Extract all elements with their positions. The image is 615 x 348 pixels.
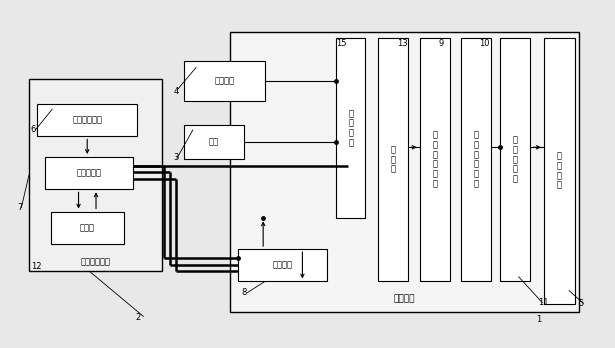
Text: 电源管理单元: 电源管理单元 [81,257,110,266]
Text: 无
线
接
收
模
块: 无 线 接 收 模 块 [473,131,478,188]
Text: 感光装置: 感光装置 [215,77,235,86]
Text: 主控制器: 主控制器 [273,261,293,270]
Bar [544,38,575,303]
Bar [29,79,162,271]
Text: 13: 13 [397,39,407,48]
Text: 11: 11 [538,298,548,307]
Bar [38,104,137,136]
Text: 控制单元: 控制单元 [394,294,415,303]
Text: 照
明
控
制
器: 照 明 控 制 器 [513,136,518,183]
Text: 1: 1 [536,315,542,324]
Text: 2: 2 [136,313,141,322]
Text: 8: 8 [241,288,247,297]
Text: 7: 7 [17,203,22,212]
Bar [46,157,133,189]
Text: 6: 6 [30,125,36,134]
Bar [184,125,244,159]
Bar [52,212,124,244]
Text: 无
线
发
送
模
块: 无 线 发 送 模 块 [432,131,437,188]
Text: 4: 4 [173,87,179,96]
Text: 调
节
器: 调 节 器 [391,145,395,174]
Text: 蓄电池: 蓄电池 [80,223,95,232]
Text: 12: 12 [31,262,42,271]
Bar [461,38,491,282]
Text: 太阳能电池板: 太阳能电池板 [72,116,102,125]
Text: 照
明
装
置: 照 明 装 置 [557,151,562,190]
Bar [238,249,327,282]
Text: 5: 5 [578,299,584,308]
Text: 9: 9 [439,39,444,48]
Bar [419,38,450,282]
Bar [184,62,265,101]
Bar [231,32,579,312]
Text: 15: 15 [336,39,347,48]
Text: 探头: 探头 [209,137,219,146]
Text: 10: 10 [479,39,490,48]
Text: 3: 3 [173,153,179,162]
Bar [378,38,408,282]
Text: 电源控制器: 电源控制器 [76,169,101,177]
Bar [336,38,365,218]
Bar [501,38,531,282]
Text: 光
控
开
关: 光 控 开 关 [348,109,354,147]
